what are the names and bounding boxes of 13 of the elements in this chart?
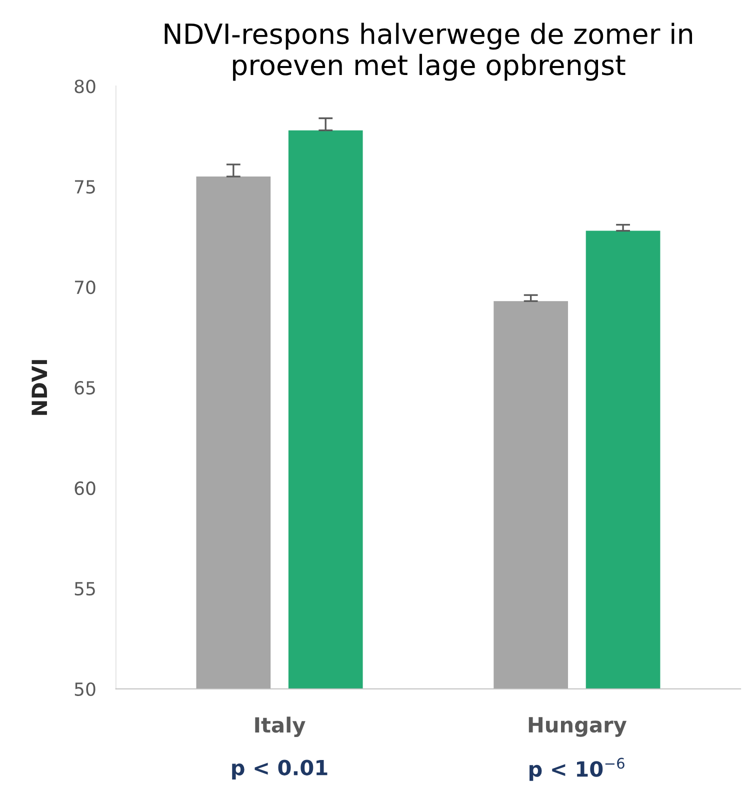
y-axis-title: NDVI bbox=[32, 360, 47, 415]
chart-title: NDVI-respons halverwege de zomer in proeven met lage opbrengst bbox=[164, 22, 692, 81]
y-tick-label: 75 bbox=[75, 180, 95, 194]
x-tick-label: Italy bbox=[255, 716, 306, 737]
text: p < 0.01 bbox=[232, 760, 328, 780]
y-tick-label: 65 bbox=[74, 380, 95, 395]
x-tick-label: Hungary bbox=[528, 717, 627, 737]
y-tick-label: 70 bbox=[75, 280, 96, 294]
y-tick-label: 50 bbox=[74, 682, 96, 696]
y-tick-label: 55 bbox=[74, 582, 95, 596]
text: p < 10$^{−6}$ bbox=[530, 758, 624, 781]
y-tick-label: 60 bbox=[74, 481, 96, 496]
y-tick-label: 80 bbox=[74, 80, 96, 94]
